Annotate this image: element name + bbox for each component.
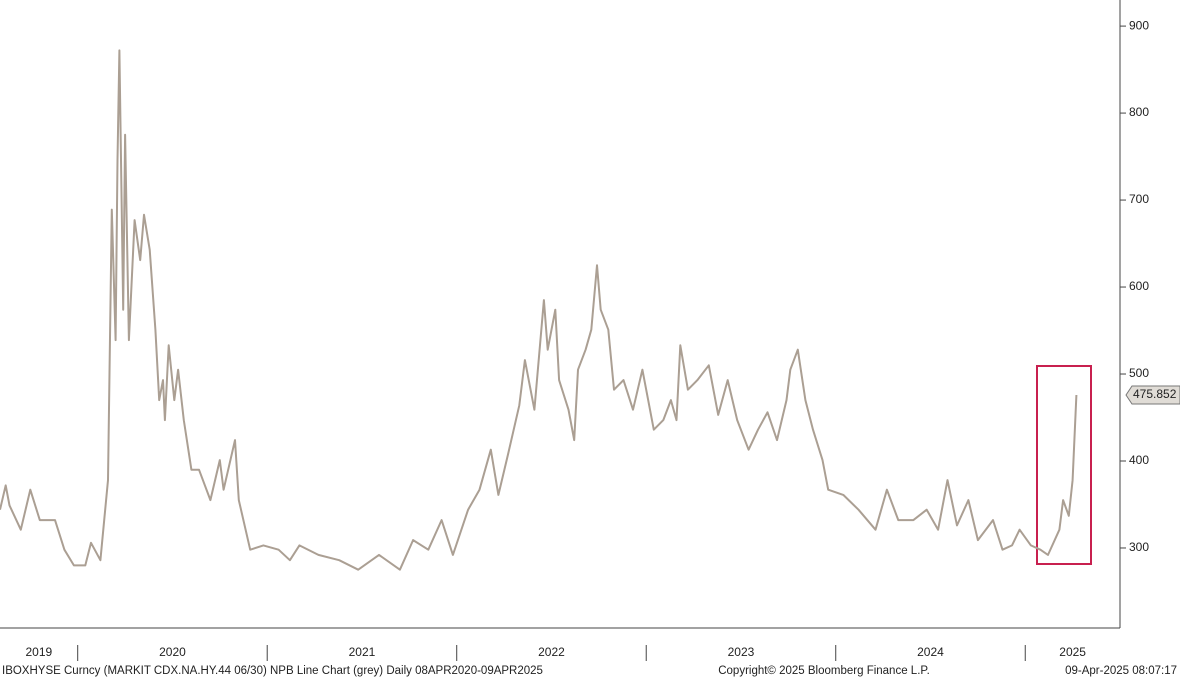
x-tick-label: 2019 [25,645,52,659]
y-tick-label: 500 [1129,366,1149,380]
y-tick-label: 300 [1129,540,1149,554]
x-tick-label: 2023 [728,645,755,659]
last-value-box [1125,385,1180,405]
y-tick-label: 800 [1129,105,1149,119]
footer-timestamp: 09-Apr-2025 08:07:17 [1065,665,1177,677]
x-tick-label: 2021 [349,645,376,659]
x-tick-label: 2020 [159,645,186,659]
y-tick-label: 600 [1129,279,1149,293]
x-tick-label: 2025 [1059,645,1086,659]
highlight-box [1036,365,1092,565]
y-tick-label: 400 [1129,453,1149,467]
last-value-label: 475.852 [1133,387,1177,401]
footer-copyright: Copyright© 2025 Bloomberg Finance L.P. [718,665,930,677]
x-tick-label: 2022 [538,645,565,659]
y-tick-label: 700 [1129,192,1149,206]
footer-source: IBOXHYSE Curncy (MARKIT CDX.NA.HY.44 06/… [2,665,543,677]
y-tick-label: 900 [1129,18,1149,32]
x-tick-label: 2024 [917,645,944,659]
series-line [0,49,1078,571]
